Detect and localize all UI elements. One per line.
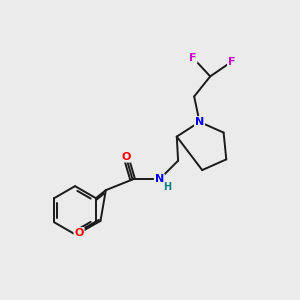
Text: F: F [189,53,196,63]
Text: N: N [155,174,164,184]
Text: O: O [121,152,130,162]
Text: F: F [228,57,236,67]
Text: N: N [195,117,204,127]
Text: O: O [74,228,84,238]
Text: H: H [163,182,171,192]
